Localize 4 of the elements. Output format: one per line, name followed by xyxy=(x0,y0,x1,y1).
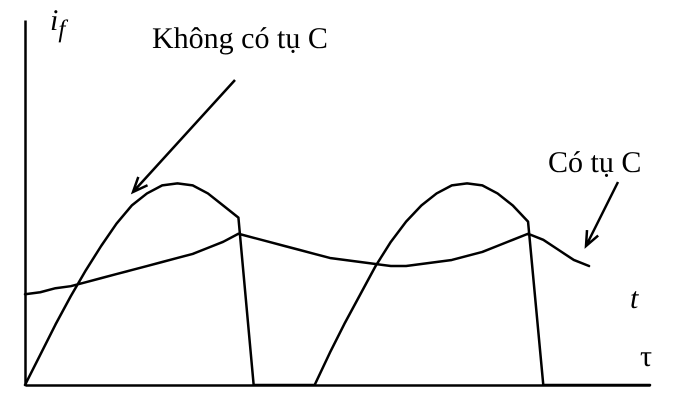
text: Không có tụ C xyxy=(152,22,328,55)
series-label: Có tụ C xyxy=(548,146,642,179)
annotation: t xyxy=(630,282,638,315)
x-axis-title: τ xyxy=(640,340,652,373)
